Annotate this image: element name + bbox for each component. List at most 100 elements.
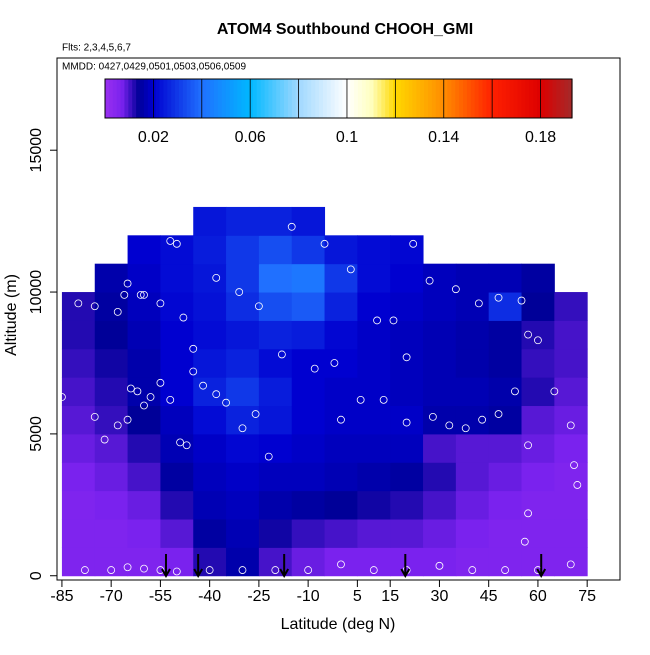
heatmap-cell [258,462,293,492]
heatmap-cell [423,263,457,293]
heatmap-cell [193,292,227,321]
sample-point [550,387,559,396]
colorbar-segment [213,79,219,118]
heatmap-cell [160,348,194,378]
colorbar-segment [190,79,196,118]
heatmap-cell [455,320,490,350]
x-tick-label: -55 [149,588,172,605]
heatmap-cell [127,547,161,577]
heatmap-cell [127,433,161,463]
heatmap-cell [226,235,260,265]
sample-point [494,410,503,418]
heatmap-cell [258,377,293,407]
colorbar-segment [455,79,460,118]
colorbar-segment [108,79,114,118]
heatmap-cell [61,348,96,378]
heatmap-cell [226,292,260,321]
heatmap-cell [521,377,555,407]
heatmap-cell [488,433,523,463]
sample-point [120,290,129,299]
sample-point [287,222,296,231]
heatmap-cell [488,405,523,435]
sample-point [277,350,286,359]
colorbar-segment [564,79,569,118]
heatmap-cell [160,405,194,435]
colorbar-segment [311,79,316,118]
colorbar-segment [105,79,110,118]
heatmap-cell [160,462,194,492]
colorbar-segment [494,79,499,118]
sample-point [146,393,155,401]
x-tick-label: 60 [529,588,547,605]
colorbar-segment [194,79,199,118]
heatmap-cell [226,320,260,350]
x-tick-label: 15 [381,588,399,605]
heatmap-cell [521,263,555,293]
heatmap-cell [258,292,293,321]
colorbar-segment [245,79,250,118]
heatmap-cell [258,519,293,548]
colorbar-segment [159,79,164,118]
heatmap-cell [423,519,457,548]
heatmap-cell [160,320,194,350]
heatmap-cell [554,519,588,548]
colorbar-segment [256,79,262,118]
heatmap-cell [324,519,358,548]
heatmap-cell [390,490,424,520]
heatmap-cell [94,490,129,520]
colorbar-segment [124,79,129,118]
heatmap-cell [521,292,555,321]
heatmap-cell [390,377,424,407]
sample-point [534,336,542,345]
sample-point [123,279,132,288]
heatmap-cell [291,377,326,407]
heatmap-cell [423,433,457,463]
heatmap-cell [324,348,358,378]
sample-point [573,481,582,489]
heatmap-cell [357,235,391,265]
sample-point [74,299,83,308]
heatmap-cell [324,377,358,407]
sample-point [346,265,355,274]
colorbar-segment [326,79,332,118]
heatmap-cell [193,519,227,548]
colorbar-segment [408,79,414,118]
sample-point [494,293,503,302]
heatmap-cell [94,263,129,293]
heatmap-cell [61,320,96,350]
arrow [279,554,290,579]
x-axis-label: Latitude (deg N) [281,616,396,633]
colorbar-segment [167,79,172,118]
y-tick-label: 10000 [28,270,45,315]
sample-point [166,237,175,245]
heatmap-cell [357,519,391,548]
colorbar-segment [470,79,476,118]
colorbar-segment [151,79,157,118]
sample-point [337,560,345,569]
colorbar-segment [556,79,561,118]
heatmap-cell [127,263,161,293]
heatmap-cell [423,405,457,435]
heatmap-cell [127,462,161,492]
heatmap-cell [291,320,326,350]
sample-point [337,415,345,424]
heatmap-cell [488,377,523,407]
colorbar-segment [241,79,246,118]
colorbar-segment [198,79,203,118]
colorbar-segment [548,79,554,118]
sample-point [238,424,247,433]
colorbar-segment [482,79,487,118]
heatmap-cell [226,433,260,463]
heatmap-cell [554,348,588,378]
sample-point [140,564,148,573]
colorbar-segment [206,79,211,118]
colorbar-segment [385,79,390,118]
sample-point [123,415,132,424]
colorbar-segment [478,79,484,118]
sample-point [113,308,122,316]
sample-point [251,410,260,418]
heatmap-cell [291,405,326,435]
heatmap-cell [226,462,260,492]
heatmap-cell [488,263,523,293]
sample-point [402,418,411,427]
